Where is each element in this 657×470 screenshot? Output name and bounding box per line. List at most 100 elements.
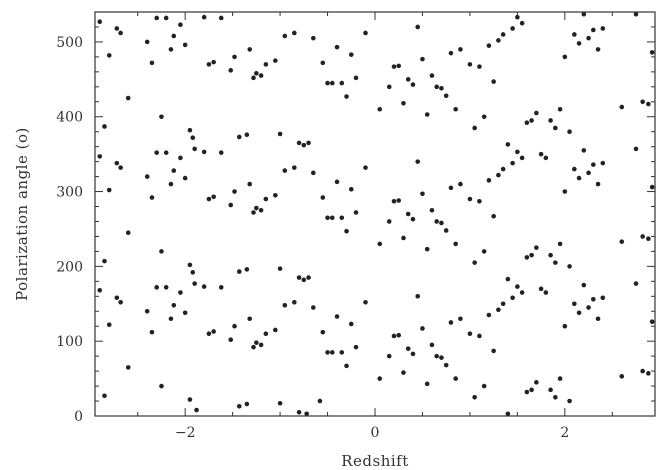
data-point <box>572 32 577 37</box>
data-point <box>386 353 392 359</box>
data-point <box>391 64 397 69</box>
data-point <box>619 239 625 244</box>
data-point <box>102 124 107 129</box>
data-point <box>317 398 323 404</box>
data-point <box>443 93 449 99</box>
data-point <box>114 26 120 31</box>
data-point <box>182 42 188 48</box>
data-point <box>344 228 349 234</box>
data-point <box>254 205 259 211</box>
data-point <box>311 35 316 41</box>
data-point <box>244 267 250 272</box>
data-point <box>548 252 553 258</box>
data-point <box>178 22 183 28</box>
data-point <box>154 285 159 290</box>
data-point <box>154 15 159 21</box>
data-point <box>649 319 655 325</box>
data-point <box>211 194 216 200</box>
data-point <box>619 374 625 379</box>
data-point <box>144 174 150 179</box>
data-point <box>334 44 340 50</box>
axis-ticks <box>95 11 655 417</box>
data-point <box>424 381 430 387</box>
data-point <box>154 150 159 155</box>
data-point <box>467 331 473 337</box>
data-point <box>334 314 340 319</box>
data-point <box>244 401 250 407</box>
data-point <box>178 155 183 161</box>
data-point <box>396 198 402 203</box>
data-point <box>306 140 311 146</box>
data-point <box>448 50 454 56</box>
data-point <box>472 394 477 400</box>
data-point <box>557 106 563 112</box>
data-point <box>405 77 411 82</box>
data-point <box>553 260 558 265</box>
data-point <box>190 270 196 275</box>
data-point <box>453 376 458 381</box>
data-point <box>424 112 430 117</box>
data-point <box>591 296 596 302</box>
data-point <box>97 19 103 25</box>
data-point <box>548 387 553 393</box>
y-tick-label: 200 <box>56 259 83 275</box>
data-point <box>410 82 416 87</box>
data-point <box>254 71 259 76</box>
data-point <box>277 266 283 271</box>
data-point <box>505 411 511 417</box>
data-point <box>102 258 107 264</box>
data-point <box>251 210 256 215</box>
data-point <box>125 230 131 236</box>
data-point <box>477 64 482 69</box>
data-point <box>633 11 639 17</box>
data-point <box>232 54 237 60</box>
data-point <box>646 101 651 107</box>
data-point <box>97 154 103 159</box>
data-point <box>586 305 591 310</box>
data-point <box>529 252 534 258</box>
data-point <box>282 168 288 173</box>
x-tick-label: −2 <box>175 425 196 441</box>
data-point <box>247 316 253 322</box>
data-point <box>339 350 345 355</box>
data-point <box>377 241 383 247</box>
data-point <box>118 30 123 36</box>
data-point <box>144 308 150 314</box>
data-point <box>472 260 477 265</box>
data-point <box>448 320 454 325</box>
data-point <box>325 80 330 86</box>
data-point <box>586 170 591 176</box>
data-point <box>159 249 164 254</box>
data-point <box>232 189 237 194</box>
data-point <box>311 305 316 310</box>
data-point <box>329 80 335 86</box>
data-point <box>396 332 402 338</box>
data-point <box>534 110 539 116</box>
data-point <box>458 47 463 52</box>
data-point <box>415 24 421 30</box>
data-point <box>228 337 234 342</box>
data-point <box>353 344 359 350</box>
data-point <box>633 281 639 286</box>
data-point <box>296 275 302 280</box>
data-point <box>163 285 169 290</box>
data-point <box>251 344 256 350</box>
data-point <box>538 286 544 292</box>
data-point <box>353 210 359 215</box>
data-point <box>477 333 482 339</box>
data-point <box>640 234 645 239</box>
data-point <box>443 228 449 233</box>
data-point <box>258 207 264 213</box>
data-point <box>163 15 169 21</box>
data-point <box>106 53 112 58</box>
data-point <box>311 170 316 176</box>
data-point <box>486 312 492 318</box>
data-point <box>519 290 525 295</box>
data-point <box>171 168 177 173</box>
data-point <box>258 342 264 348</box>
data-point <box>548 118 553 123</box>
data-point <box>572 166 577 172</box>
data-point <box>439 220 444 226</box>
data-point <box>401 235 406 241</box>
data-point <box>510 26 515 31</box>
